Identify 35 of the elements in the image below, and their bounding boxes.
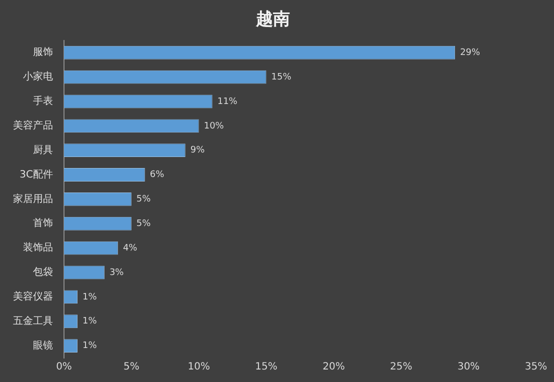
y-tick-label: 小家电	[23, 70, 53, 83]
data-label: 10%	[204, 121, 224, 132]
data-label: 6%	[150, 170, 165, 180]
data-label: 1%	[82, 316, 98, 327]
data-label: 4%	[122, 243, 138, 254]
x-tick-label: 15%	[255, 362, 278, 373]
y-tick-label: 五金工具	[13, 314, 53, 327]
y-tick-label: 包袋	[33, 266, 53, 278]
y-tick-label: 眼镜	[33, 339, 53, 352]
y-tick-label: 厨具	[33, 144, 53, 156]
data-label: 11%	[217, 96, 238, 107]
x-tick-label: 5%	[123, 362, 140, 373]
data-label: 5%	[136, 194, 152, 205]
data-label: 3%	[109, 268, 124, 278]
y-tick-label: 美容产品	[13, 120, 53, 132]
x-tick-label: 10%	[188, 362, 210, 373]
data-label: 29%	[460, 48, 481, 58]
x-tick-label: 0%	[56, 362, 72, 373]
data-label: 5%	[136, 218, 152, 229]
y-tick-label: 首饰	[33, 217, 53, 230]
chart-title: 越南	[255, 10, 290, 30]
y-tick-label: 3C配件	[20, 169, 53, 180]
data-label: 1%	[82, 341, 98, 352]
y-tick-label: 手表	[33, 95, 53, 108]
x-tick-label: 30%	[457, 362, 480, 373]
data-label: 9%	[190, 146, 206, 156]
y-tick-label: 服饰	[33, 46, 53, 58]
y-tick-label: 装饰品	[23, 242, 53, 254]
x-tick-label: 35%	[524, 362, 548, 373]
y-tick-label: 美容仪器	[13, 290, 53, 303]
x-tick-label: 20%	[322, 362, 345, 373]
data-label: 1%	[82, 292, 98, 302]
data-label: 15%	[271, 72, 292, 82]
y-tick-label: 家居用品	[13, 192, 53, 205]
x-tick-label: 25%	[390, 362, 412, 373]
